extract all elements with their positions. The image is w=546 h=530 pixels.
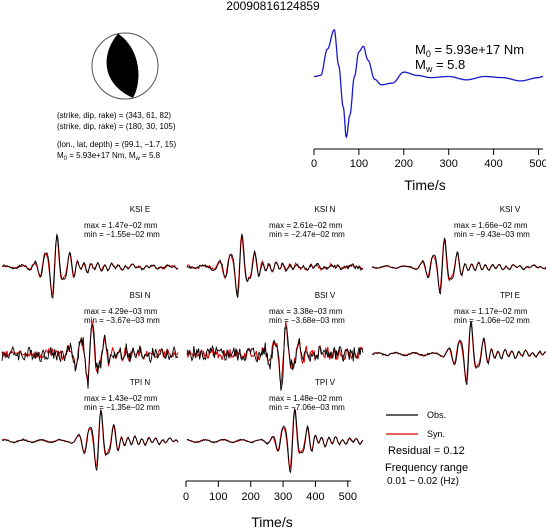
residual-text: Residual = 0.12 <box>388 445 465 457</box>
station-label: BSI N <box>130 291 151 300</box>
station-label: KSI V <box>500 205 521 214</box>
nodal-plane-1: (strike, dip, rake) = (343, 61, 82) <box>57 111 171 120</box>
frequency-range-value: 0.01 − 0.02 (Hz) <box>387 476 459 487</box>
station-max: max = 3.38e−03 mm <box>269 307 343 316</box>
stf-tick-label: 400 <box>484 158 502 170</box>
waveform-tick-label: 300 <box>274 491 292 503</box>
station-label: TPI V <box>315 378 336 387</box>
station-label: KSI N <box>315 205 336 214</box>
observed-trace <box>1 323 179 389</box>
waveform-tick-label: 200 <box>242 491 260 503</box>
observed-trace <box>186 407 364 474</box>
frequency-range-title: Frequency range <box>385 462 468 474</box>
observed-trace <box>186 326 364 391</box>
station-label: KSI E <box>130 205 150 214</box>
stf-tick-label: 0 <box>311 158 317 170</box>
waveform-xlabel: Time/s <box>251 514 292 530</box>
station-max: max = 1.17e−02 mm <box>454 307 528 316</box>
waveform-x-axis: 0 100 200 300 400 500 Time/s <box>183 480 357 530</box>
beachball <box>91 32 159 100</box>
moment-magnitude-line: M0 = 5.93e+17 Nm, Mw = 5.8 <box>57 151 161 162</box>
station-min: min = −3.68e−03 mm <box>269 316 345 325</box>
station-min: min = −9.43e−03 mm <box>454 230 530 239</box>
waveform-tick-label: 500 <box>339 491 357 503</box>
station-min: min = −2.47e−02 mm <box>269 230 345 239</box>
stf-tick-label: 100 <box>350 158 368 170</box>
waveform-tick-label: 0 <box>183 491 189 503</box>
nodal-plane-2: (strike, dip, rake) = (180, 30, 105) <box>57 122 176 131</box>
stf-tick-label: 200 <box>395 158 413 170</box>
station-min: min = −3.67e−03 mm <box>84 316 160 325</box>
stf-x-ticks: 0 100 200 300 400 500 <box>311 149 546 170</box>
station-min: min = −1.35e−02 mm <box>84 403 160 412</box>
synthetic-trace <box>1 410 179 469</box>
waveform-tick-label: 100 <box>209 491 227 503</box>
observed-trace <box>371 321 546 386</box>
stf-m0-label: M0 = 5.93e+17 Nm <box>415 42 524 59</box>
station-min: min = −1.06e−02 mm <box>454 316 530 325</box>
mechanism-info: (strike, dip, rake) = (343, 61, 82) (str… <box>57 111 177 162</box>
legend-obs-label: Obs. <box>427 410 446 420</box>
stf-tick-label: 300 <box>440 158 458 170</box>
location-depth: (lon., lat, depth) = (99.1, −1.7, 15) <box>57 140 177 149</box>
station-label: TPI N <box>130 378 151 387</box>
synthetic-trace <box>371 238 546 292</box>
observed-trace <box>371 237 546 295</box>
station-max: max = 2.61e−02 mm <box>269 221 343 230</box>
station-max: max = 1.66e−02 mm <box>454 221 528 230</box>
station-min: min = −7.06e−03 mm <box>269 403 345 412</box>
waveform-x-ticks: 0 100 200 300 400 500 <box>183 481 357 503</box>
station-max: max = 1.48e−02 mm <box>269 394 343 403</box>
observed-trace <box>1 409 179 471</box>
beachball-compressional-quadrant <box>106 33 139 98</box>
station-max: max = 1.47e−02 mm <box>84 221 158 230</box>
station-label: TPI E <box>500 291 520 300</box>
stf-tick-label: 500 <box>529 158 546 170</box>
stf-mw-label: Mw = 5.8 <box>415 57 465 74</box>
station-label: BSI V <box>315 291 336 300</box>
waveform-legend: Obs. Syn. Residual = 0.12 Frequency rang… <box>385 410 468 487</box>
legend-syn-label: Syn. <box>427 429 445 439</box>
stf-xlabel: Time/s <box>404 177 445 193</box>
waveform-tick-label: 400 <box>306 491 324 503</box>
stf-series-line <box>314 28 543 139</box>
station-min: min = −1.55e−02 mm <box>84 230 160 239</box>
observed-trace <box>1 233 179 299</box>
observed-trace <box>186 233 364 298</box>
source-time-function-panel: 0 100 200 300 400 500 Time/s M0 = 5.93e+17 Nm… <box>311 28 546 193</box>
event-title: 20090816124859 <box>226 0 320 13</box>
station-max: max = 1.43e−02 mm <box>84 394 158 403</box>
station-max: max = 4.29e−03 mm <box>84 307 158 316</box>
